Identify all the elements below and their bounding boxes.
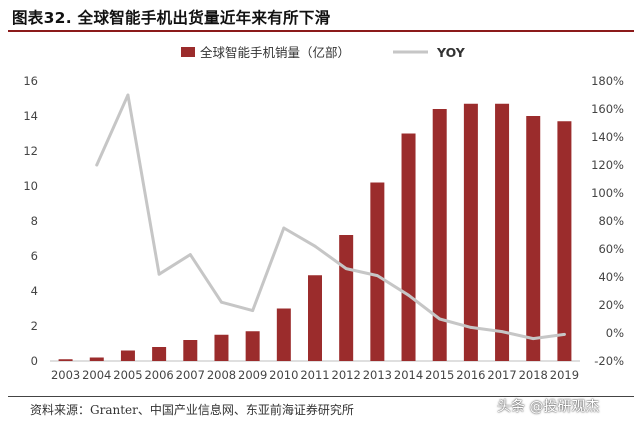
y-right-tick-label: 80% xyxy=(598,214,624,228)
x-tick-label: 2011 xyxy=(300,368,329,382)
x-tick-label: 2006 xyxy=(144,368,173,382)
x-tick-label: 2014 xyxy=(394,368,423,382)
bar xyxy=(401,133,416,361)
legend-swatch-bar xyxy=(181,47,195,57)
y-right-tick-label: 20% xyxy=(598,298,624,312)
y-left-tick-label: 2 xyxy=(31,319,38,333)
bar xyxy=(557,121,572,361)
x-tick-label: 2012 xyxy=(332,368,361,382)
bar xyxy=(214,334,229,361)
x-tick-label: 2013 xyxy=(363,368,392,382)
legend-label-line: YOY xyxy=(436,45,466,60)
yoy-point xyxy=(563,333,566,336)
yoy-point xyxy=(469,326,473,329)
bar xyxy=(370,182,385,361)
bar xyxy=(339,235,354,361)
watermark: 头条 @投研观杰 xyxy=(497,399,600,415)
x-tick-label: 2019 xyxy=(550,368,579,382)
axes-layer: 0 2 4 6 8 10 12 14 16 -20% 0% 20% 40% 60% 80% 100% 120% 1… xyxy=(23,74,624,382)
y-right-tick-label: -20% xyxy=(594,354,624,368)
x-tick-label: 2005 xyxy=(113,368,142,382)
x-tick-label: 2004 xyxy=(82,368,111,382)
x-tick-label: 2016 xyxy=(456,368,485,382)
x-tick-label: 2015 xyxy=(425,368,454,382)
bar xyxy=(526,116,541,361)
bar xyxy=(152,347,167,361)
legend-label-bar: 全球智能手机销量（亿部） xyxy=(200,45,350,60)
yoy-point xyxy=(375,274,379,277)
bar xyxy=(183,340,198,361)
bar xyxy=(432,109,447,361)
y-left-tick-label: 0 xyxy=(31,354,38,368)
x-tick-label: 2003 xyxy=(51,368,80,382)
y-left-tick-label: 10 xyxy=(23,179,38,193)
yoy-point xyxy=(126,93,130,97)
yoy-point xyxy=(157,272,161,276)
yoy-point xyxy=(531,337,535,340)
y-right-tick-label: 180% xyxy=(591,74,624,88)
y-right-tick-label: 100% xyxy=(591,186,624,200)
yoy-point xyxy=(282,226,286,230)
y-left-tick-label: 8 xyxy=(31,214,38,228)
legend: 全球智能手机销量（亿部） YOY xyxy=(181,45,466,60)
yoy-point xyxy=(344,267,348,270)
bar xyxy=(495,103,510,361)
yoy-line xyxy=(95,93,566,341)
yoy-point xyxy=(220,300,223,304)
yoy-point xyxy=(313,244,317,248)
y-right-tick-label: 40% xyxy=(598,270,624,284)
title-divider xyxy=(8,30,634,32)
yoy-point xyxy=(500,330,504,333)
yoy-line-layer xyxy=(95,93,566,341)
bar xyxy=(89,357,104,361)
y-left-tick-label: 12 xyxy=(23,144,38,158)
bar xyxy=(463,103,478,361)
source-note: 资料来源：Granter、中国产业信息网、东亚前海证券研究所 xyxy=(30,403,354,417)
bar xyxy=(58,359,73,361)
chart-title: 图表32. 全球智能手机出货量近年来有所下滑 xyxy=(12,9,331,27)
bar xyxy=(276,308,291,361)
x-tick-label: 2010 xyxy=(269,368,298,382)
y-left-tick-label: 4 xyxy=(31,284,38,298)
y-right-tick-label: 0% xyxy=(606,326,624,340)
x-tick-label: 2018 xyxy=(519,368,548,382)
yoy-point xyxy=(95,163,99,167)
yoy-point xyxy=(188,253,192,256)
yoy-point xyxy=(438,317,442,321)
y-right-tick-label: 140% xyxy=(591,130,624,144)
y-left-tick-label: 14 xyxy=(23,109,38,123)
source-divider xyxy=(8,396,634,397)
x-tick-label: 2008 xyxy=(207,368,236,382)
bar xyxy=(245,331,260,361)
x-tick-label: 2007 xyxy=(176,368,205,382)
bar xyxy=(120,350,135,361)
y-left-tick-label: 16 xyxy=(23,74,38,88)
yoy-point xyxy=(407,293,410,297)
x-tick-label: 2009 xyxy=(238,368,267,382)
y-left-tick-label: 6 xyxy=(31,249,38,263)
y-right-tick-label: 120% xyxy=(591,158,624,172)
y-right-tick-label: 60% xyxy=(598,242,624,256)
y-right-tick-label: 160% xyxy=(591,102,624,116)
bars-layer xyxy=(58,103,572,361)
x-tick-label: 2017 xyxy=(487,368,516,382)
bar xyxy=(308,275,322,361)
yoy-point xyxy=(251,309,255,312)
